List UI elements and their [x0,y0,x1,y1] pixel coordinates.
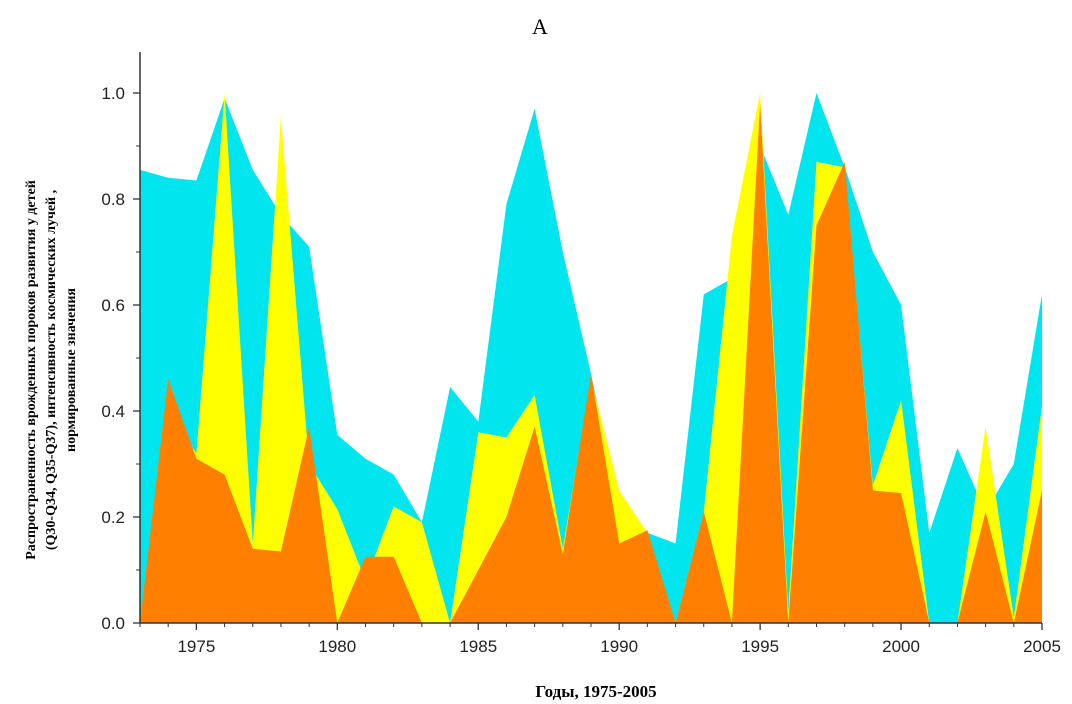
x-tick-label-1975: 1975 [177,637,215,656]
y-tick-label-0: 0.0 [101,614,125,633]
x-tick-label-2000: 2000 [882,637,920,656]
x-tick-label-2005: 2005 [1023,637,1061,656]
y-tick-label-3: 0.6 [101,296,125,315]
labels-layer: 1975 1980 1985 1990 1995 2000 2005 0.0 0.2 0.4 0.6… [101,84,1061,656]
y-tick-label-2: 0.4 [101,402,125,421]
x-tick-label-1985: 1985 [459,637,497,656]
series-layer [140,93,1042,624]
series-area-3 [140,103,1042,624]
y-tick-label-4: 0.8 [101,190,125,209]
axes-layer [133,52,1043,630]
y-axis-title-line-1: Распространенность врожденных пороков ра… [24,180,39,560]
y-axis-title: Распространенность врожденных пороков ра… [24,180,79,560]
x-tick-label-1995: 1995 [741,637,779,656]
x-tick-label-1980: 1980 [318,637,356,656]
chart-title: А [532,14,548,39]
x-axis-title: Годы, 1975-2005 [535,682,656,701]
y-tick-label-1: 0.2 [101,508,125,527]
x-tick-label-1990: 1990 [600,637,638,656]
y-tick-label-5: 1.0 [101,84,125,103]
y-axis-title-line-3: нормированные значения [64,288,79,452]
y-axis-title-line-2: (Q30-Q34, Q35-Q37), интенсивность космич… [44,190,59,550]
